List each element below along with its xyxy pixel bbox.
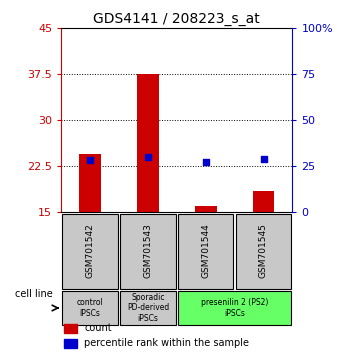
Point (87, 157, 93, 163)
FancyBboxPatch shape (178, 213, 234, 289)
Text: cell line: cell line (15, 289, 53, 299)
Text: percentile rank within the sample: percentile rank within the sample (84, 338, 249, 348)
Text: presenilin 2 (PS2)
iPSCs: presenilin 2 (PS2) iPSCs (201, 298, 268, 318)
Title: GDS4141 / 208223_s_at: GDS4141 / 208223_s_at (94, 12, 260, 26)
FancyBboxPatch shape (178, 291, 291, 325)
Text: GSM701545: GSM701545 (259, 223, 268, 278)
Text: Sporadic
PD-derived
iPSCs: Sporadic PD-derived iPSCs (127, 293, 169, 323)
FancyBboxPatch shape (236, 213, 291, 289)
Text: count: count (84, 324, 112, 333)
FancyBboxPatch shape (62, 291, 118, 325)
Text: control
IPSCs: control IPSCs (77, 298, 103, 318)
Bar (137, 74, 159, 212)
Bar (195, 206, 217, 212)
Point (261, 156, 266, 162)
FancyBboxPatch shape (120, 213, 176, 289)
Text: GSM701542: GSM701542 (86, 223, 95, 278)
Bar (64, 324, 77, 333)
FancyBboxPatch shape (120, 291, 176, 325)
Bar (79, 154, 101, 212)
Text: GSM701543: GSM701543 (143, 223, 152, 278)
Point (203, 159, 208, 165)
FancyBboxPatch shape (62, 213, 118, 289)
Text: GSM701544: GSM701544 (201, 223, 210, 278)
Point (145, 154, 151, 160)
Bar (64, 339, 77, 348)
Bar (253, 191, 274, 212)
